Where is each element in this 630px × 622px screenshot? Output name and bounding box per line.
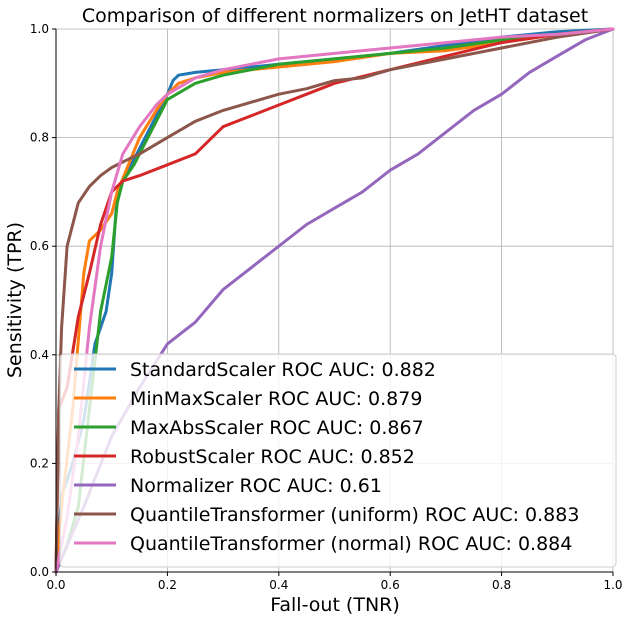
- x-tick-label: 0.8: [492, 578, 511, 592]
- legend-entry-0: StandardScaler ROC AUC: 0.882: [130, 359, 436, 381]
- legend-entry-3: RobustScaler ROC AUC: 0.852: [130, 446, 415, 468]
- series-line-6: [54, 27, 615, 574]
- x-axis-label: Fall-out (TNR): [270, 594, 400, 616]
- legend: StandardScaler ROC AUC: 0.882 MinMaxScale…: [59, 353, 617, 568]
- y-tick-label: 1.0: [30, 22, 49, 36]
- legend-entry-6: QuantileTransformer (normal) ROC AUC: 0.…: [130, 533, 572, 555]
- series-line-5: [54, 27, 615, 574]
- axes: [55, 29, 613, 573]
- x-tick-label: 0.6: [381, 578, 400, 592]
- y-axis-label: Sensitivity (TPR): [4, 222, 26, 378]
- legend-box: [59, 353, 617, 568]
- roc-curves: [54, 27, 615, 574]
- x-tick-label: 0.2: [158, 578, 177, 592]
- x-tick-label: 0.0: [46, 578, 65, 592]
- legend-entry-5: QuantileTransformer (uniform) ROC AUC: 0…: [130, 504, 579, 526]
- legend-entry-2: MaxAbsScaler ROC AUC: 0.867: [130, 417, 424, 439]
- legend-entry-4: Normalizer ROC AUC: 0.61: [130, 475, 382, 497]
- y-tick-label: 0.2: [30, 456, 49, 470]
- y-tick-label: 0.0: [30, 565, 49, 579]
- y-tick-label: 0.6: [30, 239, 49, 253]
- y-tick-label: 0.8: [30, 131, 49, 145]
- x-tick-label: 0.4: [269, 578, 288, 592]
- chart-title: Comparison of different normalizers on J…: [82, 5, 588, 27]
- tick-labels: 0.0 0.2 0.4 0.6 0.8 1.0 0.0 0.2 0.4 0.6 0.8 1.0: [30, 22, 623, 592]
- legend-entry-1: MinMaxScaler ROC AUC: 0.879: [130, 388, 422, 410]
- y-tick-label: 0.4: [30, 348, 49, 362]
- x-tick-label: 1.0: [603, 578, 622, 592]
